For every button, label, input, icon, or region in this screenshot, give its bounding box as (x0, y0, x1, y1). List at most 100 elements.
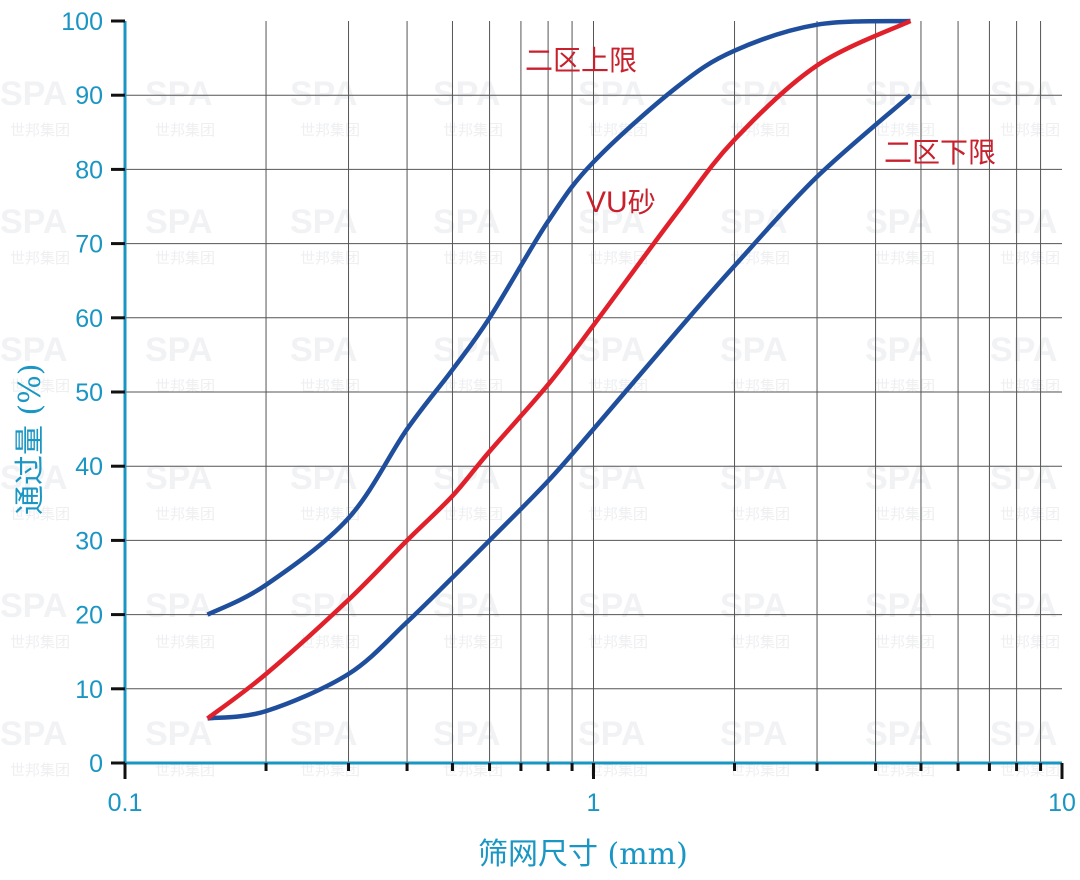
x-tick-label: 1 (587, 789, 601, 817)
y-axis-ticks: 0 10 20 30 40 50 60 70 80 90 100 (61, 8, 125, 778)
watermark-logo: SPA (720, 75, 787, 113)
watermark-text: 世邦集团 (155, 505, 215, 523)
watermark-text: 世邦集团 (155, 249, 215, 267)
watermark-logo: SPA (578, 715, 645, 753)
label-vu-suffix: 砂 (628, 186, 656, 219)
watermark-logo: SPA (578, 331, 645, 369)
watermark-text: 世邦集团 (300, 505, 360, 523)
watermark-text: 世邦集团 (155, 377, 215, 395)
curves (206, 18, 912, 721)
watermark-text: 世邦集团 (443, 377, 503, 395)
watermark-logo: SPA (990, 331, 1057, 369)
y-tick-label: 10 (75, 676, 103, 704)
watermark-logo: SPA (578, 459, 645, 497)
watermark-logo: SPA (290, 459, 357, 497)
watermark-logo: SPA (290, 331, 357, 369)
watermark-logo: SPA (0, 75, 67, 113)
y-tick-label: 40 (75, 453, 103, 481)
watermark-text: 世邦集团 (155, 761, 215, 779)
watermark-logo: SPA (145, 715, 212, 753)
watermark-logo: SPA (0, 715, 67, 753)
watermark-logo: SPA (990, 587, 1057, 625)
watermark-text: 世邦集团 (155, 633, 215, 651)
watermark-logo: SPA (990, 715, 1057, 753)
watermark-logo: SPA (578, 587, 645, 625)
watermark-logo: SPA (145, 331, 212, 369)
watermark-text: 世邦集团 (730, 505, 790, 523)
watermark-text: 世邦集团 (875, 505, 935, 523)
watermark-text: 世邦集团 (588, 505, 648, 523)
watermark-text: 世邦集团 (10, 121, 70, 139)
y-tick-label: 0 (89, 750, 103, 778)
watermark-text: 世邦集团 (443, 761, 503, 779)
watermark-logo: SPA (290, 587, 357, 625)
grid-lines (125, 21, 1062, 763)
watermark-logo: SPA (990, 203, 1057, 241)
curve-upper-limit (206, 18, 911, 617)
watermark-text: 世邦集团 (730, 761, 790, 779)
watermark-text: 世邦集团 (300, 121, 360, 139)
watermark-logo: SPA (990, 75, 1057, 113)
watermark-logo: SPA (0, 331, 67, 369)
watermark-text: 世邦集团 (300, 633, 360, 651)
watermark-logo: SPA (990, 459, 1057, 497)
curve-vu-sand (206, 18, 912, 721)
label-lower-limit: 二区下限 (884, 136, 996, 169)
watermark-logo: SPA (720, 715, 787, 753)
watermark-text: 世邦集团 (10, 249, 70, 267)
watermark-text: 世邦集团 (875, 377, 935, 395)
watermark-text: 世邦集团 (1000, 121, 1060, 139)
watermark-text: 世邦集团 (443, 121, 503, 139)
watermark-text: 世邦集团 (10, 761, 70, 779)
label-upper-limit: 二区上限 (525, 44, 637, 77)
watermark-text: 世邦集团 (1000, 249, 1060, 267)
y-tick-label: 90 (75, 82, 103, 110)
watermark-logo: SPA (433, 75, 500, 113)
watermark-logo: SPA (290, 203, 357, 241)
x-tick-label: 0.1 (108, 789, 143, 817)
watermark-text: 世邦集团 (1000, 377, 1060, 395)
label-vu-sand: VU砂 (586, 186, 656, 219)
watermark-text: 世邦集团 (730, 377, 790, 395)
watermark-text: 世邦集团 (10, 633, 70, 651)
watermark-logo: SPA (145, 587, 212, 625)
watermark-logo: SPA (290, 75, 357, 113)
y-axis-title: 通过量 (%) (13, 364, 48, 515)
watermark-text: 世邦集团 (588, 633, 648, 651)
watermark-logo: SPA (290, 715, 357, 753)
watermark-text: 世邦集团 (730, 633, 790, 651)
watermark-text: 世邦集团 (588, 249, 648, 267)
x-axis-title: 筛网尺寸 (mm) (478, 837, 688, 872)
watermark-logo: SPA (578, 75, 645, 113)
x-axis-ticks: 0.1 1 10 (108, 763, 1076, 817)
watermark-logo: SPA (433, 715, 500, 753)
y-tick-label: 100 (61, 8, 103, 36)
watermark-logo: SPA (720, 331, 787, 369)
x-tick-label: 10 (1048, 789, 1076, 817)
watermark-text: 世邦集团 (875, 633, 935, 651)
y-tick-label: 70 (75, 231, 103, 259)
watermark-logo: SPA (0, 459, 67, 497)
watermark-text: 世邦集团 (1000, 761, 1060, 779)
watermark-text: 世邦集团 (730, 121, 790, 139)
watermark-text: 世邦集团 (1000, 505, 1060, 523)
watermark-text: 世邦集团 (588, 761, 648, 779)
watermark-logo: SPA (433, 587, 500, 625)
watermark-text: 世邦集团 (300, 761, 360, 779)
curve-lower-limit (207, 93, 912, 721)
watermark-text: 世邦集团 (443, 505, 503, 523)
y-tick-label: 80 (75, 156, 103, 184)
y-tick-label: 50 (75, 379, 103, 407)
watermark-logo: SPA (0, 203, 67, 241)
y-tick-label: 60 (75, 305, 103, 333)
watermark-logo: SPA (578, 203, 645, 241)
watermark-text: 世邦集团 (1000, 633, 1060, 651)
watermark-logo: SPA (720, 587, 787, 625)
watermark-logo: SPA (145, 75, 212, 113)
watermark-layer: SPA 世邦集团 SPA 世邦集团 SPA 世邦集团 SPA 世邦集团 SPA 世邦集团 SPA 世邦… (0, 75, 1060, 779)
watermark-text: 世邦集团 (10, 505, 70, 523)
watermark-logo: SPA (720, 203, 787, 241)
label-vu-prefix: VU (586, 186, 628, 219)
watermark-text: 世邦集团 (155, 121, 215, 139)
